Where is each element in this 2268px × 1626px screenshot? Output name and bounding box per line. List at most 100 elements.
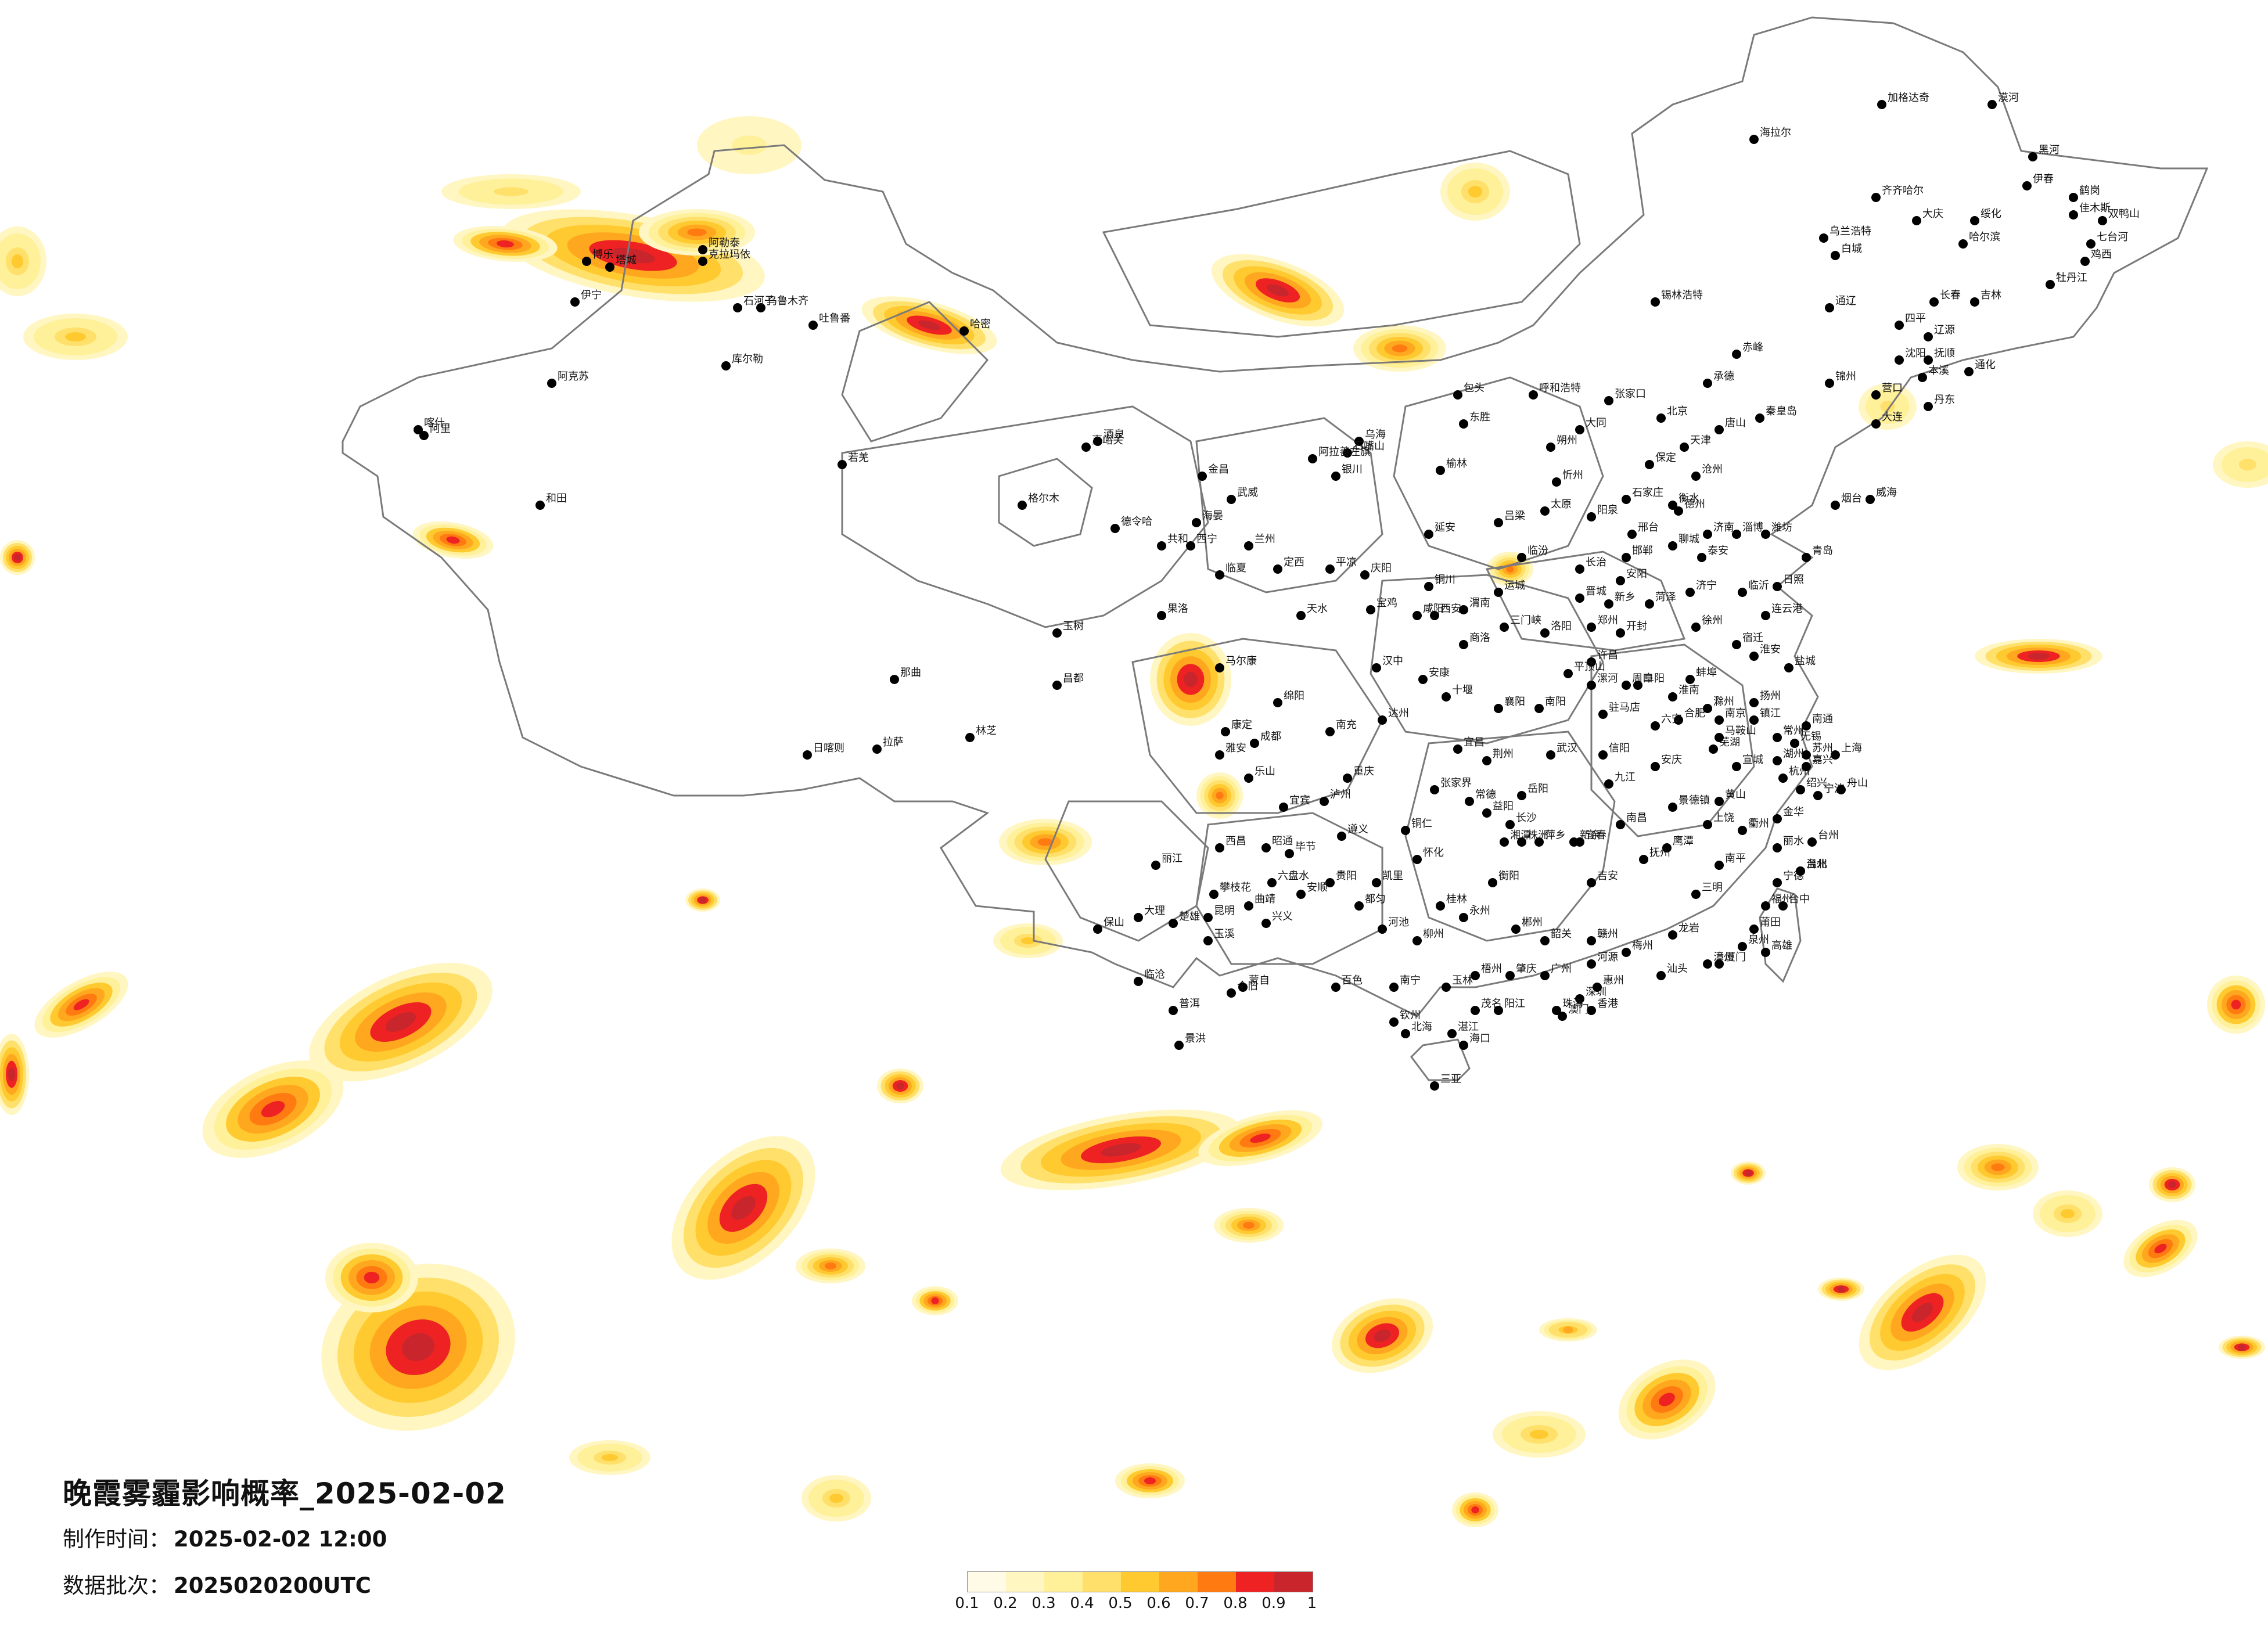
city-dot	[1703, 820, 1712, 829]
city-dot	[1924, 355, 1933, 365]
city-dot	[1169, 1006, 1178, 1015]
city-label: 呼和浩特	[1539, 382, 1581, 394]
city-label: 定西	[1284, 556, 1304, 569]
city-label: 日喀则	[813, 742, 844, 754]
city-dot	[1453, 744, 1462, 754]
city-label: 大庆	[1922, 208, 1943, 220]
probability-patch	[896, 1082, 904, 1089]
city-label: 临沧	[1144, 969, 1165, 981]
city-dot	[1552, 477, 1561, 487]
city-label: 高雄	[1771, 940, 1792, 952]
city-dot	[1866, 495, 1875, 504]
city-dot	[1540, 936, 1550, 945]
city-label: 襄阳	[1504, 696, 1525, 708]
city-dot	[1436, 901, 1445, 911]
city-dot	[1732, 640, 1741, 649]
city-label: 怀化	[1423, 847, 1444, 859]
city-dot	[1575, 564, 1584, 574]
city-dot	[1645, 599, 1654, 609]
city-label: 赣州	[1597, 928, 1618, 940]
city-dot	[1215, 843, 1224, 852]
city-label: 德令哈	[1121, 516, 1152, 528]
city-label: 铜仁	[1411, 818, 1432, 830]
city-label: 海拉尔	[1760, 127, 1791, 139]
city-label: 肇庆	[1516, 963, 1537, 975]
city-label: 西安	[1440, 603, 1461, 615]
city-label: 北海	[1411, 1021, 1432, 1033]
city-dot	[1662, 843, 1672, 852]
city-label: 宣城	[1742, 754, 1763, 766]
probability-patch	[602, 1454, 618, 1461]
production-time-value: 2025-02-02 12:00	[174, 1527, 387, 1552]
city-label: 郑州	[1597, 614, 1618, 627]
city-dot	[1924, 332, 1933, 341]
city-dot	[1517, 553, 1526, 562]
city-label: 韶关	[1551, 928, 1572, 940]
city-label: 上饶	[1713, 812, 1734, 824]
city-dot	[1755, 413, 1764, 423]
probability-patch	[73, 999, 89, 1010]
city-dot	[1651, 721, 1660, 731]
legend-tick: 0.9	[1261, 1595, 1286, 1612]
city-label: 株洲	[1527, 829, 1548, 841]
city-dot	[1093, 437, 1102, 446]
legend-swatch	[1044, 1572, 1083, 1592]
city-dot	[1372, 878, 1381, 887]
city-dot	[1796, 785, 1805, 794]
city-dot	[1453, 390, 1462, 400]
legend-tick: 0.5	[1108, 1595, 1133, 1612]
city-dot	[1261, 843, 1271, 852]
probability-patch	[1037, 838, 1054, 846]
city-label: 玉溪	[1214, 928, 1235, 940]
city-label: 平凉	[1336, 556, 1357, 569]
city-dot	[1836, 785, 1846, 794]
city-dot	[1831, 501, 1840, 510]
city-label: 果洛	[1167, 603, 1188, 615]
city-dot	[1052, 681, 1062, 690]
city-dot	[1500, 623, 1509, 632]
probability-patch	[65, 332, 86, 341]
city-label: 通辽	[1835, 295, 1856, 307]
city-dot	[1825, 379, 1834, 388]
city-dot	[1389, 1017, 1399, 1027]
probability-patch	[1021, 937, 1035, 944]
city-dot	[1622, 495, 1631, 504]
city-label: 若羌	[848, 452, 869, 464]
city-dot	[1715, 733, 1724, 742]
city-dot	[1534, 704, 1544, 713]
city-dot	[1685, 588, 1695, 597]
city-label: 汉中	[1382, 655, 1403, 667]
map-title: 晚霞雾霾影响概率_2025-02-02	[63, 1477, 506, 1510]
city-dot	[1691, 623, 1701, 632]
city-dot	[1674, 506, 1683, 516]
city-dot	[1325, 727, 1335, 736]
city-dot	[1761, 901, 1770, 911]
city-dot	[1354, 901, 1364, 911]
production-time-label: 制作时间：	[63, 1527, 170, 1552]
city-label: 吕梁	[1504, 510, 1525, 522]
city-label: 承德	[1713, 370, 1734, 383]
city-dot	[1575, 994, 1584, 1003]
boundary-line	[1393, 376, 1604, 570]
city-label: 上海	[1841, 742, 1862, 754]
city-label: 潍坊	[1771, 521, 1792, 534]
city-label: 青岛	[1812, 545, 1833, 557]
city-label: 宝鸡	[1376, 597, 1397, 609]
city-dot	[1633, 681, 1642, 690]
city-label: 六安	[1661, 713, 1682, 725]
legend-tick: 0.7	[1185, 1595, 1209, 1612]
city-label: 芜湖	[1719, 736, 1740, 749]
city-dot	[1412, 855, 1422, 864]
city-dot	[1285, 849, 1294, 858]
probability-patch	[1266, 284, 1289, 297]
city-dot	[1749, 698, 1759, 707]
city-label: 无锡	[1800, 731, 1821, 743]
city-dot	[1604, 779, 1613, 789]
probability-patch	[1468, 186, 1482, 197]
city-label: 银川	[1342, 463, 1363, 476]
city-dot	[721, 361, 731, 370]
city-label: 鹰潭	[1673, 835, 1694, 847]
city-dot	[1575, 593, 1584, 603]
city-label: 景德镇	[1678, 794, 1710, 807]
city-label: 盐城	[1795, 655, 1816, 667]
